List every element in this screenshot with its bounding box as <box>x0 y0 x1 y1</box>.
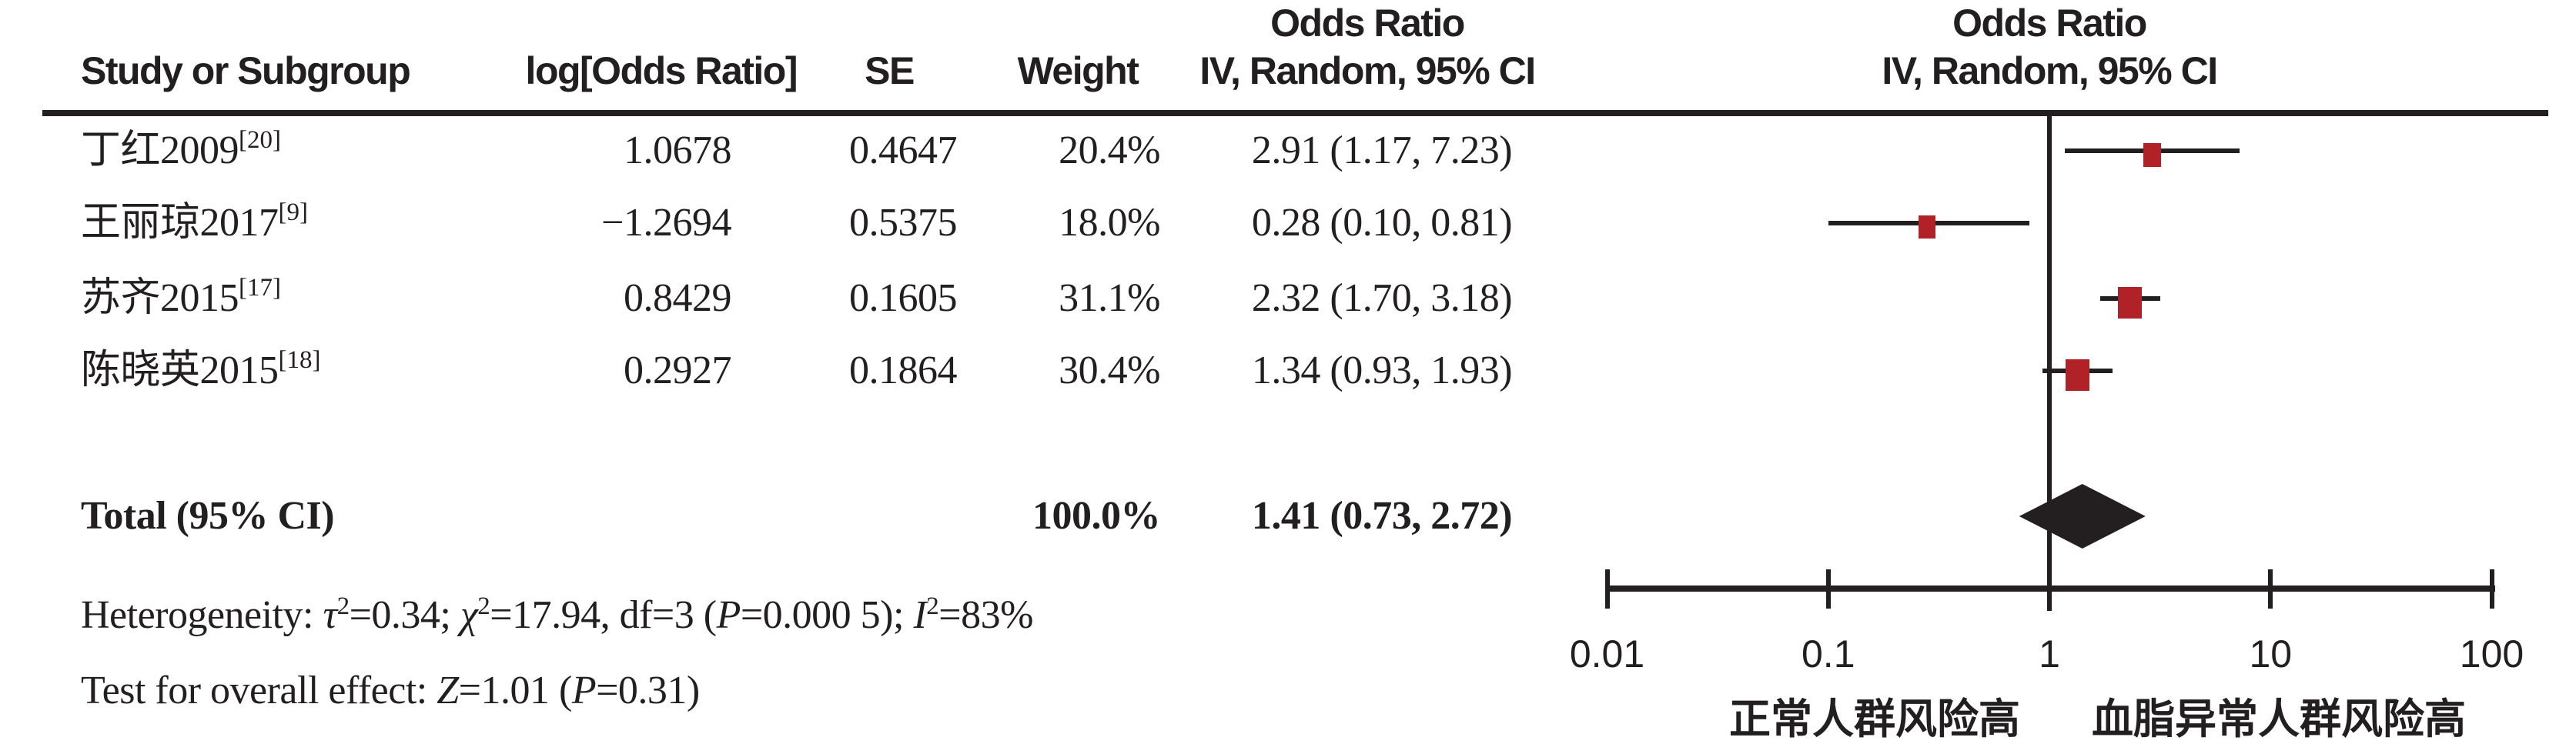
column-header-log-odds-ratio: log[Odds Ratio] <box>525 49 798 92</box>
footnote-segment: Test for overall effect: <box>81 669 437 712</box>
study-reference-superscript: [18] <box>278 346 321 374</box>
study-row-ci-text: 1.34 (0.93, 1.93) <box>1251 349 1513 392</box>
overall-effect-note: Test for overall effect: Z=1.01 (P=0.31) <box>81 671 700 711</box>
footnote-segment: χ <box>460 593 478 637</box>
null-effect-vertical-line <box>2047 112 2052 611</box>
study-row-label: 丁红2009[20] <box>81 128 281 172</box>
plot-header-odds-ratio-line1: Odds Ratio <box>1952 2 2147 45</box>
forest-point-square <box>2066 359 2089 391</box>
total-row-weight: 100.0% <box>1032 494 1161 538</box>
study-row-weight: 18.0% <box>1059 201 1160 245</box>
x-axis-tick-label: 0.01 <box>1569 632 1645 676</box>
study-row-label: 苏齐2015[17] <box>81 275 281 320</box>
x-axis-tick-label: 0.1 <box>1801 632 1855 676</box>
study-name: 王丽琼2017 <box>81 201 279 245</box>
study-row-log-odds-ratio: 0.2927 <box>624 349 732 392</box>
study-name: 苏齐2015 <box>81 276 239 320</box>
study-reference-superscript: [17] <box>239 274 281 302</box>
study-row-se: 0.1864 <box>849 349 958 392</box>
x-axis-tick-mark <box>1604 569 1610 609</box>
footnote-segment: =1.01 ( <box>458 669 573 712</box>
study-row-ci-text: 0.28 (0.10, 0.81) <box>1251 201 1513 245</box>
study-row-log-odds-ratio: −1.2694 <box>601 201 731 245</box>
footnote-segment: I <box>913 593 927 637</box>
study-row-label: 陈晓英2015[18] <box>81 348 321 392</box>
heterogeneity-note: Heterogeneity: τ2=0.34; χ2=17.94, df=3 (… <box>81 593 1033 637</box>
footnote-segment: 2 <box>336 592 350 620</box>
total-row-ci: 1.41 (0.73, 2.72) <box>1251 494 1513 538</box>
study-row-weight: 30.4% <box>1059 349 1160 392</box>
study-name: 丁红2009 <box>81 128 239 172</box>
summary-diamond <box>2019 484 2146 549</box>
footnote-segment: =0.000 5); <box>740 593 914 637</box>
column-header-weight: Weight <box>1017 49 1139 92</box>
footnote-segment: τ <box>323 593 337 637</box>
study-row-weight: 31.1% <box>1059 276 1160 320</box>
plot-header-odds-ratio-line2: IV, Random, 95% CI <box>1882 49 2218 92</box>
x-axis-tick-label: 10 <box>2249 632 2293 676</box>
study-row-se: 0.1605 <box>849 276 958 320</box>
column-header-odds-ratio-line2: IV, Random, 95% CI <box>1199 49 1536 92</box>
footnote-segment: Z <box>437 669 459 712</box>
x-axis-left-direction-label: 正常人群风险高 <box>1729 696 2020 742</box>
study-row-label: 王丽琼2017[9] <box>81 200 308 245</box>
study-row-ci-text: 2.91 (1.17, 7.23) <box>1251 128 1513 172</box>
x-axis-tick-mark <box>1825 569 1831 609</box>
x-axis-tick-label: 100 <box>2459 632 2524 676</box>
x-axis-tick-mark <box>2489 569 2494 609</box>
forest-point-square <box>2118 286 2143 319</box>
x-axis-tick-mark <box>2268 569 2273 609</box>
footnote-segment: =0.31) <box>596 669 700 712</box>
footnote-segment: =83% <box>938 593 1033 637</box>
study-row-weight: 20.4% <box>1059 128 1160 172</box>
study-row-se: 0.5375 <box>849 201 958 245</box>
study-row-se: 0.4647 <box>849 128 958 172</box>
x-axis-tick-mark <box>2047 569 2052 609</box>
footnote-segment: =17.94, df=3 ( <box>490 593 717 637</box>
study-row-log-odds-ratio: 0.8429 <box>624 276 732 320</box>
study-reference-superscript: [9] <box>278 199 308 226</box>
study-name: 陈晓英2015 <box>81 349 279 392</box>
study-row-log-odds-ratio: 1.0678 <box>624 128 732 172</box>
footnote-segment: P <box>571 669 597 712</box>
forest-point-square <box>1919 215 1936 239</box>
header-separator-line <box>42 110 2548 116</box>
column-header-study: Study or Subgroup <box>81 49 411 92</box>
footnote-segment: Heterogeneity: <box>81 593 323 637</box>
footnote-segment: =0.34; <box>349 593 460 637</box>
column-header-se: SE <box>865 49 915 92</box>
column-header-odds-ratio-line1: Odds Ratio <box>1270 2 1465 45</box>
study-reference-superscript: [20] <box>239 126 281 154</box>
study-row-ci-text: 2.32 (1.70, 3.18) <box>1251 276 1513 320</box>
forest-point-square <box>2143 142 2161 167</box>
total-row-label: Total (95% CI) <box>81 494 335 538</box>
x-axis-tick-label: 1 <box>2039 632 2060 676</box>
x-axis-right-direction-label: 血脂异常人群风险高 <box>2092 696 2466 742</box>
footnote-segment: P <box>716 593 741 637</box>
footnote-segment: 2 <box>477 592 490 620</box>
footnote-segment: 2 <box>926 592 939 620</box>
